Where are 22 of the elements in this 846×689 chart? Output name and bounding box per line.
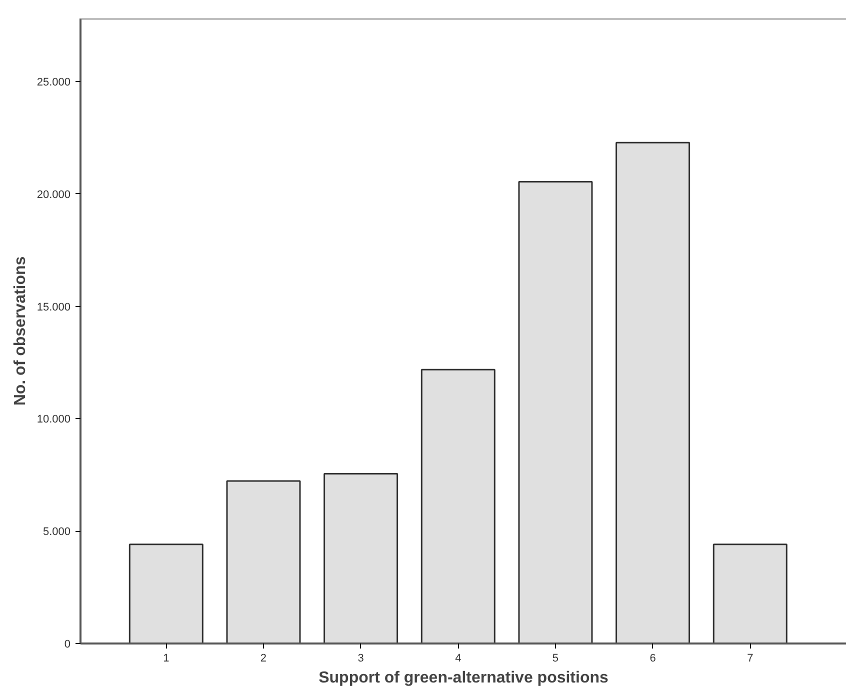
x-tick-label: 7 <box>747 652 754 664</box>
x-tick-label: 3 <box>358 652 364 664</box>
bar <box>420 368 496 644</box>
y-tick-label: 10.000 <box>36 414 71 426</box>
bar <box>128 544 204 644</box>
bar <box>324 473 398 644</box>
y-tick-label: 15.000 <box>36 301 71 314</box>
bar <box>712 544 788 644</box>
y-tick-label: 25.000 <box>36 76 71 88</box>
y-tick-label: 20.000 <box>36 188 71 201</box>
bar <box>518 180 593 644</box>
x-tick-label: 5 <box>552 652 559 664</box>
bar <box>226 480 301 644</box>
x-tick-label: 2 <box>260 652 267 664</box>
y-axis-title: No. of observations <box>12 256 29 406</box>
x-tick-label: 1 <box>163 652 170 664</box>
x-axis-title: Support of green-alternative positions <box>318 670 609 686</box>
x-tick-label: 4 <box>455 652 462 664</box>
y-tick-label: 0 <box>64 638 71 650</box>
x-tick-label: 6 <box>650 652 656 664</box>
bar <box>616 142 690 644</box>
y-tick-label: 5.000 <box>42 526 71 538</box>
